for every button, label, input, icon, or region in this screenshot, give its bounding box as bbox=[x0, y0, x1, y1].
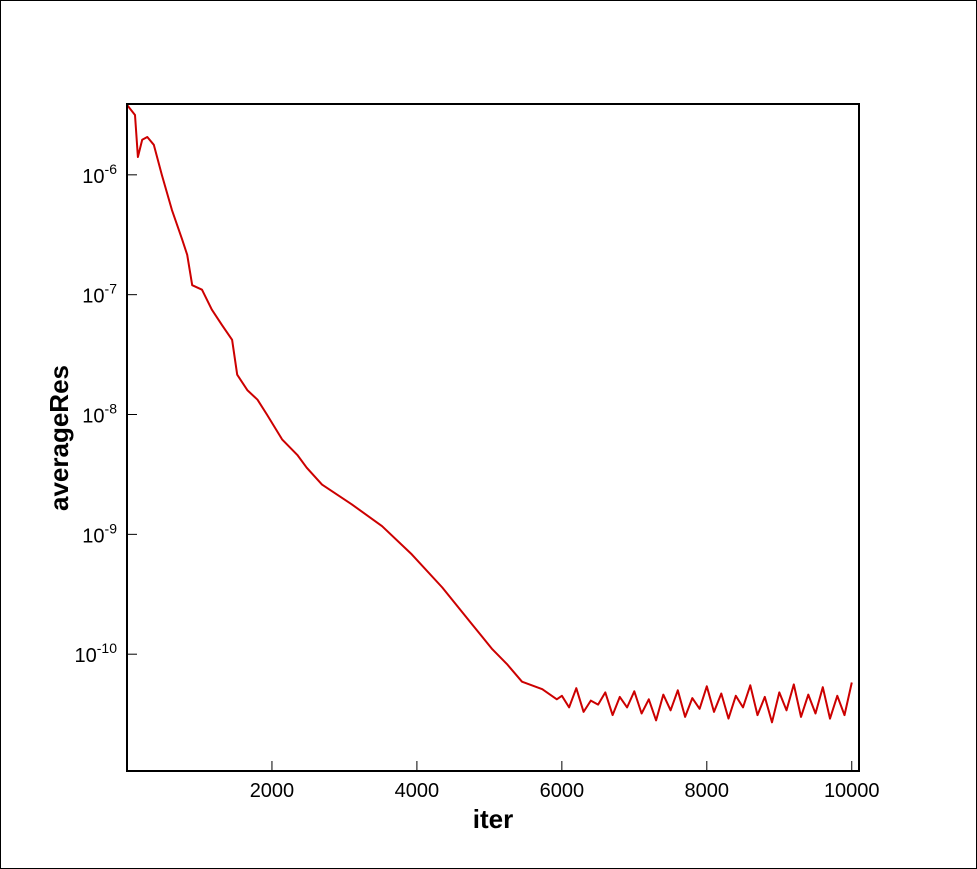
x-tick-label: 2000 bbox=[250, 780, 295, 802]
y-tick-label: 10-9 bbox=[82, 520, 117, 547]
x-tick-label: 6000 bbox=[540, 780, 585, 802]
y-tick-label: 10-8 bbox=[82, 401, 117, 428]
y-tick-label: 10-7 bbox=[82, 281, 117, 308]
y-tick-label: 10-6 bbox=[82, 161, 117, 188]
plot-frame bbox=[126, 103, 860, 772]
x-tick-label: 4000 bbox=[395, 780, 440, 802]
data-line bbox=[126, 104, 853, 724]
x-axis-title: iter bbox=[473, 804, 513, 834]
x-tick-label: 10000 bbox=[824, 780, 880, 802]
x-tick-label: 8000 bbox=[685, 780, 730, 802]
y-axis-title: averageRes bbox=[44, 365, 74, 511]
y-tick-label: 10-10 bbox=[75, 640, 118, 667]
